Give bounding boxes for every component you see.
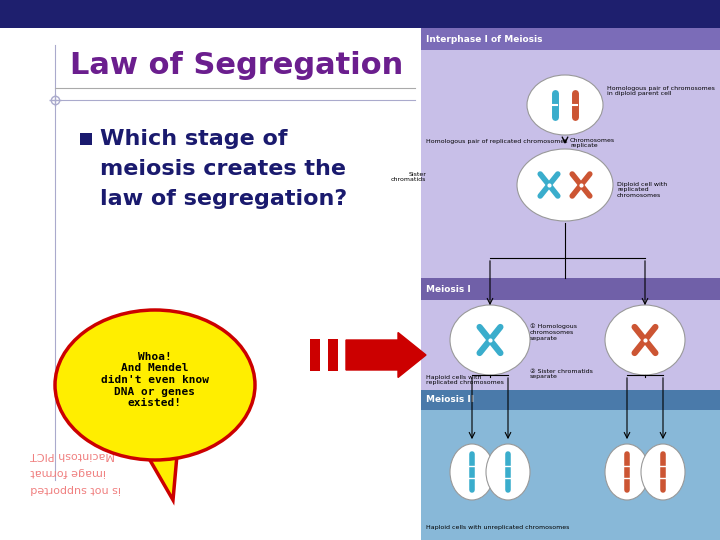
Text: Macintosh PICT: Macintosh PICT — [30, 450, 115, 460]
Text: law of segregation?: law of segregation? — [100, 189, 347, 209]
Ellipse shape — [527, 75, 603, 135]
Text: Meiosis I: Meiosis I — [426, 285, 471, 294]
Text: Interphase I of Meiosis: Interphase I of Meiosis — [426, 35, 543, 44]
Bar — [421, 278, 720, 300]
Text: Homologous pair of chromosomes
in diploid parent cell: Homologous pair of chromosomes in diploi… — [607, 86, 715, 97]
Ellipse shape — [450, 444, 494, 500]
Bar — [421, 28, 720, 540]
Text: Diploid cell with
replicated
chromosomes: Diploid cell with replicated chromosomes — [617, 181, 667, 198]
Bar — [421, 390, 720, 410]
Ellipse shape — [517, 149, 613, 221]
Text: Haploid cells with
replicated chromosomes: Haploid cells with replicated chromosome… — [426, 375, 504, 386]
Text: Whoa!
And Mendel
didn't even know
DNA or genes
existed!: Whoa! And Mendel didn't even know DNA or… — [101, 352, 209, 408]
Text: Chromosomes
replicate: Chromosomes replicate — [570, 138, 615, 148]
Bar — [0, 0, 720, 28]
Polygon shape — [147, 455, 177, 500]
Bar — [421, 410, 720, 540]
Text: Homologous pair of replicated chromosomes: Homologous pair of replicated chromosome… — [426, 138, 567, 144]
Bar — [310, 339, 320, 371]
Text: ② Sister chromatids
separate: ② Sister chromatids separate — [530, 369, 593, 380]
Ellipse shape — [450, 305, 530, 375]
Bar — [328, 339, 338, 371]
Ellipse shape — [605, 444, 649, 500]
Text: is not supported: is not supported — [30, 484, 121, 494]
Text: Haploid cells with unreplicated chromosomes: Haploid cells with unreplicated chromoso… — [426, 525, 570, 530]
Bar — [421, 28, 720, 50]
Ellipse shape — [486, 444, 530, 500]
Text: ① Homologous
chromosomes
separate: ① Homologous chromosomes separate — [530, 323, 577, 341]
Ellipse shape — [605, 305, 685, 375]
Text: image format: image format — [30, 467, 106, 477]
Ellipse shape — [641, 444, 685, 500]
Text: meiosis creates the: meiosis creates the — [100, 159, 346, 179]
Bar — [80, 133, 92, 145]
FancyArrow shape — [346, 333, 426, 377]
Text: Meiosis II: Meiosis II — [426, 395, 474, 404]
Ellipse shape — [55, 310, 255, 460]
Text: Which stage of: Which stage of — [100, 129, 287, 149]
Text: Law of Segregation: Law of Segregation — [70, 51, 403, 79]
Text: Sister
chromatids: Sister chromatids — [391, 172, 426, 183]
